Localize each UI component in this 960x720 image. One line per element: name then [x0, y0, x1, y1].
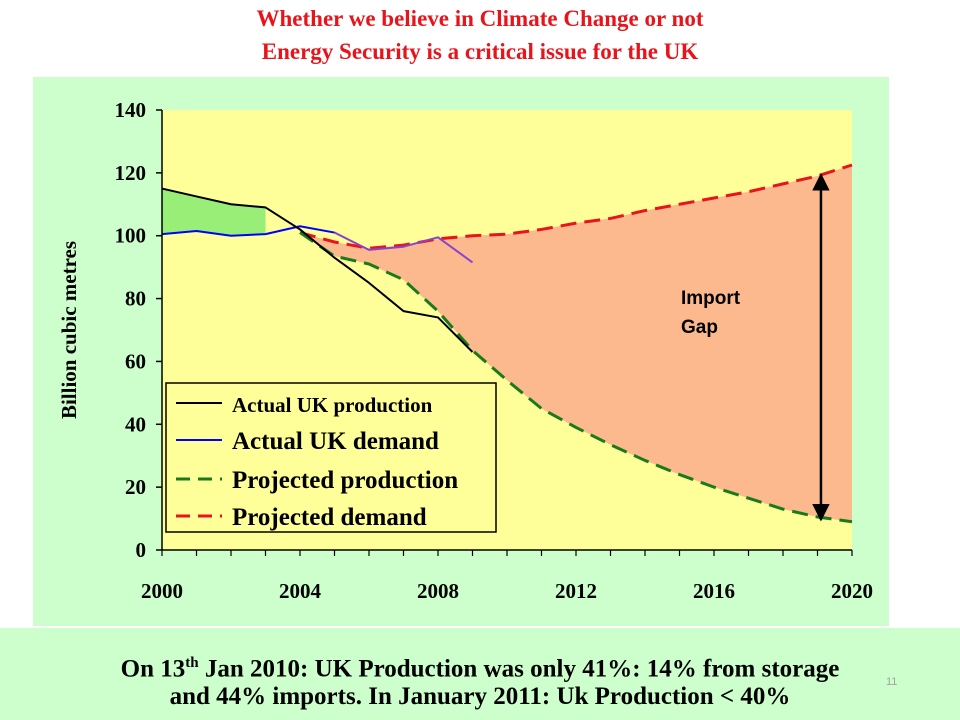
import-gap-label-2: Gap	[681, 317, 718, 338]
footer-line-2: and 44% imports. In January 2011: Uk Pro…	[169, 683, 791, 710]
footer-line-1-end: Jan 2010: UK Production was only 41%: 14…	[198, 655, 840, 683]
series-line-projected-production	[299, 231, 853, 524]
x-tick-label: 2020	[831, 579, 873, 603]
y-tick-label: 40	[125, 412, 146, 436]
series-line-actual-uk-demand	[161, 225, 335, 237]
legend: Actual UK production Actual UK demand Proj…	[165, 382, 497, 533]
x-tick-label: 2012	[555, 579, 597, 603]
series-line-recent-demand	[334, 231, 474, 264]
y-tick-label: 60	[125, 349, 146, 373]
slide-title-line-2: Energy Security is a critical issue for …	[261, 39, 699, 64]
import-gap-area	[300, 165, 852, 522]
x-tick-label: 2000	[141, 579, 183, 603]
legend-box	[165, 382, 497, 533]
x-tick-label: 2004	[279, 579, 322, 603]
slide-number: 11	[886, 676, 898, 688]
series-line-projected-demand	[299, 163, 853, 250]
x-tick-label: 2016	[693, 579, 735, 603]
y-axis-title: Billion cubic metres	[57, 241, 81, 419]
footer-ordinal-suffix: th	[185, 655, 199, 671]
series-line-actual-uk-production	[161, 187, 474, 353]
footer-panel	[0, 628, 960, 720]
slide-title-line-1: Whether we believe in Climate Change or …	[256, 6, 704, 31]
y-tick-label: 120	[115, 161, 147, 185]
y-tick-label: 140	[115, 98, 147, 122]
y-tick-label: 20	[125, 475, 146, 499]
legend-label: Actual UK production	[232, 393, 433, 417]
legend-label: Projected production	[232, 467, 458, 494]
legend-label: Projected demand	[232, 504, 427, 531]
legend-label: Actual UK demand	[232, 428, 439, 455]
y-tick-label: 100	[115, 224, 147, 248]
x-tick-label: 2008	[417, 579, 459, 603]
import-gap-label-1: Import	[681, 288, 741, 309]
footer-line-1-start: On 13	[120, 655, 186, 683]
y-tick-label: 80	[125, 287, 146, 311]
y-tick-label: 0	[136, 538, 147, 562]
footer-line-1: On 13th Jan 2010: UK Production was only…	[0, 646, 960, 686]
production-surplus-area	[162, 188, 266, 236]
